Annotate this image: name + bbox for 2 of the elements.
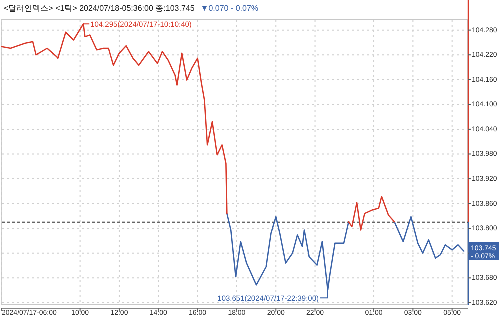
- chart-title: <달러인덱스> <1틱> 2024/07/18-05:36:00 종:103.745: [4, 4, 196, 13]
- chart-subtitle: ▼0.070 - 0.07%: [200, 4, 259, 13]
